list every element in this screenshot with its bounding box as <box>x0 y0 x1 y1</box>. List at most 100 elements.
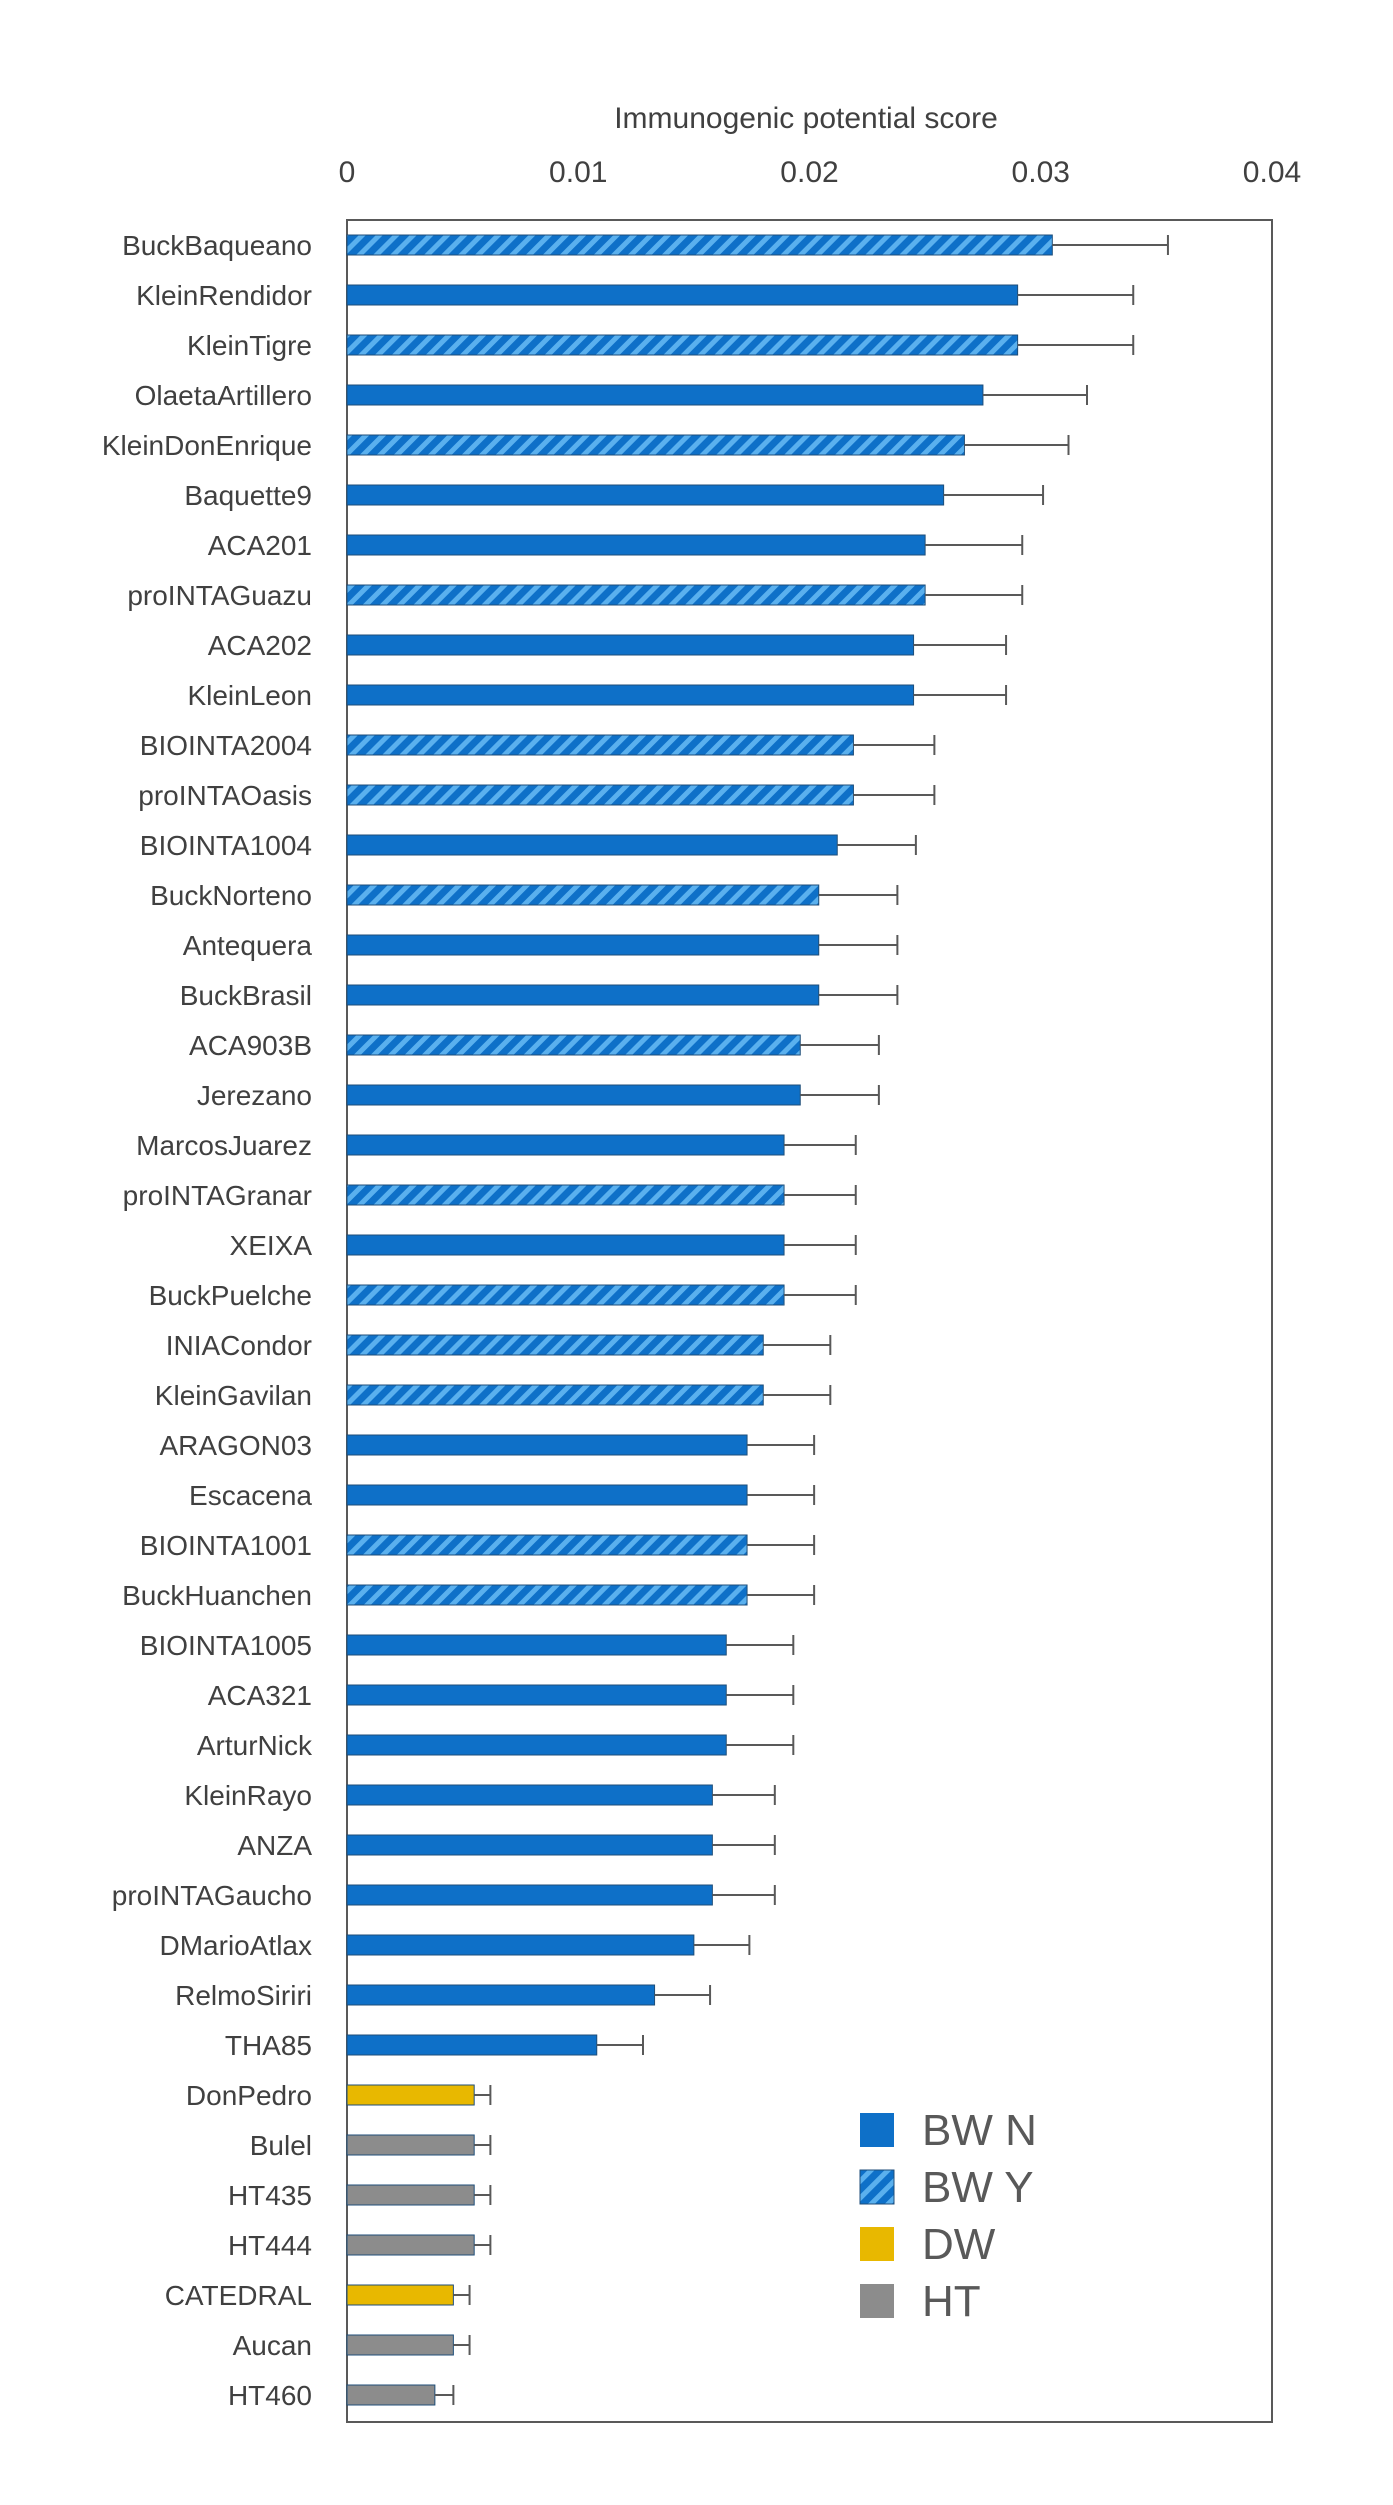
category-label: ACA202 <box>208 630 312 661</box>
bar <box>346 1534 748 1556</box>
category-label: HT444 <box>228 2230 312 2261</box>
x-tick-labels: 0 0.01 0.02 0.03 0.04 <box>339 156 1302 189</box>
category-label: KleinRayo <box>184 1780 312 1811</box>
bar <box>346 1734 727 1756</box>
bar <box>346 1584 748 1606</box>
category-label: INIACondor <box>166 1330 312 1361</box>
category-label: THA85 <box>225 2030 312 2061</box>
legend-swatch <box>860 2284 894 2318</box>
bar <box>346 334 1019 356</box>
category-label: Aucan <box>233 2330 312 2361</box>
category-label: Antequera <box>183 930 313 961</box>
bar <box>346 1834 713 1856</box>
bar <box>346 884 820 906</box>
category-label: HT460 <box>228 2380 312 2411</box>
legend-label: DW <box>922 2220 996 2269</box>
category-label: ArturNick <box>197 1730 313 1761</box>
bar <box>346 934 820 956</box>
bar <box>346 2184 475 2206</box>
x-axis-title: Immunogenic potential score <box>614 102 998 135</box>
bar <box>346 1434 748 1456</box>
legend-label: BW Y <box>922 2163 1034 2212</box>
bar <box>346 484 945 506</box>
category-label: XEIXA <box>230 1230 313 1261</box>
bar <box>346 1184 785 1206</box>
bar <box>346 284 1019 306</box>
category-label: BIOINTA1001 <box>140 1530 312 1561</box>
category-label: OlaetaArtillero <box>135 380 312 411</box>
x-tick-label: 0.04 <box>1243 156 1301 189</box>
bar <box>346 2334 454 2356</box>
x-tick-label: 0.01 <box>549 156 607 189</box>
bar <box>346 1284 785 1306</box>
bar <box>346 1334 764 1356</box>
bar <box>346 534 926 556</box>
legend-label: BW N <box>922 2106 1037 2155</box>
bar <box>346 1134 785 1156</box>
category-label: CATEDRAL <box>165 2280 312 2311</box>
category-label: DMarioAtlax <box>160 1930 312 1961</box>
legend-swatch <box>859 2169 895 2205</box>
bar <box>346 1634 727 1656</box>
bar <box>346 1884 713 1906</box>
bar <box>346 2284 454 2306</box>
category-label: Bulel <box>250 2130 312 2161</box>
legend-swatch <box>860 2113 894 2147</box>
category-label: ACA201 <box>208 530 312 561</box>
category-label: Escacena <box>189 1480 312 1511</box>
category-label: ANZA <box>237 1830 312 1861</box>
category-label: BIOINTA1004 <box>140 830 312 861</box>
bar <box>346 2084 475 2106</box>
category-label: BIOINTA1005 <box>140 1630 312 1661</box>
category-label: DonPedro <box>186 2080 312 2111</box>
x-tick-label: 0.03 <box>1012 156 1070 189</box>
bars <box>346 234 1169 2406</box>
category-label: ACA321 <box>208 1680 312 1711</box>
bar <box>346 734 854 756</box>
legend-swatch <box>860 2227 894 2261</box>
category-label: MarcosJuarez <box>136 1130 312 1161</box>
category-label: KleinTigre <box>187 330 312 361</box>
bar <box>346 1984 656 2006</box>
bar <box>346 2384 436 2406</box>
category-label: ACA903B <box>189 1030 312 1061</box>
category-label: HT435 <box>228 2180 312 2211</box>
bar <box>346 784 854 806</box>
bar <box>346 234 1053 256</box>
bar <box>346 1784 713 1806</box>
bar <box>346 1484 748 1506</box>
category-label: Jerezano <box>197 1080 312 1111</box>
legend-label: HT <box>922 2277 981 2326</box>
bar <box>346 434 965 456</box>
bar <box>346 2034 598 2056</box>
bar <box>346 384 984 406</box>
category-label: KleinRendidor <box>136 280 312 311</box>
bar <box>346 684 915 706</box>
category-label: KleinLeon <box>187 680 312 711</box>
bar <box>346 584 926 606</box>
legend: BW N BW Y DW HT <box>859 2106 1037 2326</box>
bar <box>346 1384 764 1406</box>
bar <box>346 834 838 856</box>
category-label: BuckNorteno <box>150 880 312 911</box>
x-tick-label: 0.02 <box>780 156 838 189</box>
category-label: BIOINTA2004 <box>140 730 312 761</box>
plot-area-border <box>346 219 1273 2423</box>
bar <box>346 1084 801 1106</box>
category-label: proINTAGranar <box>123 1180 312 1211</box>
bar <box>346 1684 727 1706</box>
category-label: RelmoSiriri <box>175 1980 312 2011</box>
category-label: proINTAOasis <box>138 780 312 811</box>
bar <box>346 1034 801 1056</box>
bar <box>346 634 915 656</box>
category-label: Baquette9 <box>184 480 312 511</box>
x-tick-label: 0 <box>339 156 356 189</box>
category-label: BuckBaqueano <box>122 230 312 261</box>
category-label: BuckPuelche <box>149 1280 312 1311</box>
category-label: BuckHuanchen <box>122 1580 312 1611</box>
category-label: ARAGON03 <box>160 1430 313 1461</box>
category-label: KleinDonEnrique <box>102 430 312 461</box>
category-label: proINTAGuazu <box>127 580 312 611</box>
category-labels: BuckBaqueano KleinRendidor KleinTigre Olaet… <box>102 230 313 2411</box>
